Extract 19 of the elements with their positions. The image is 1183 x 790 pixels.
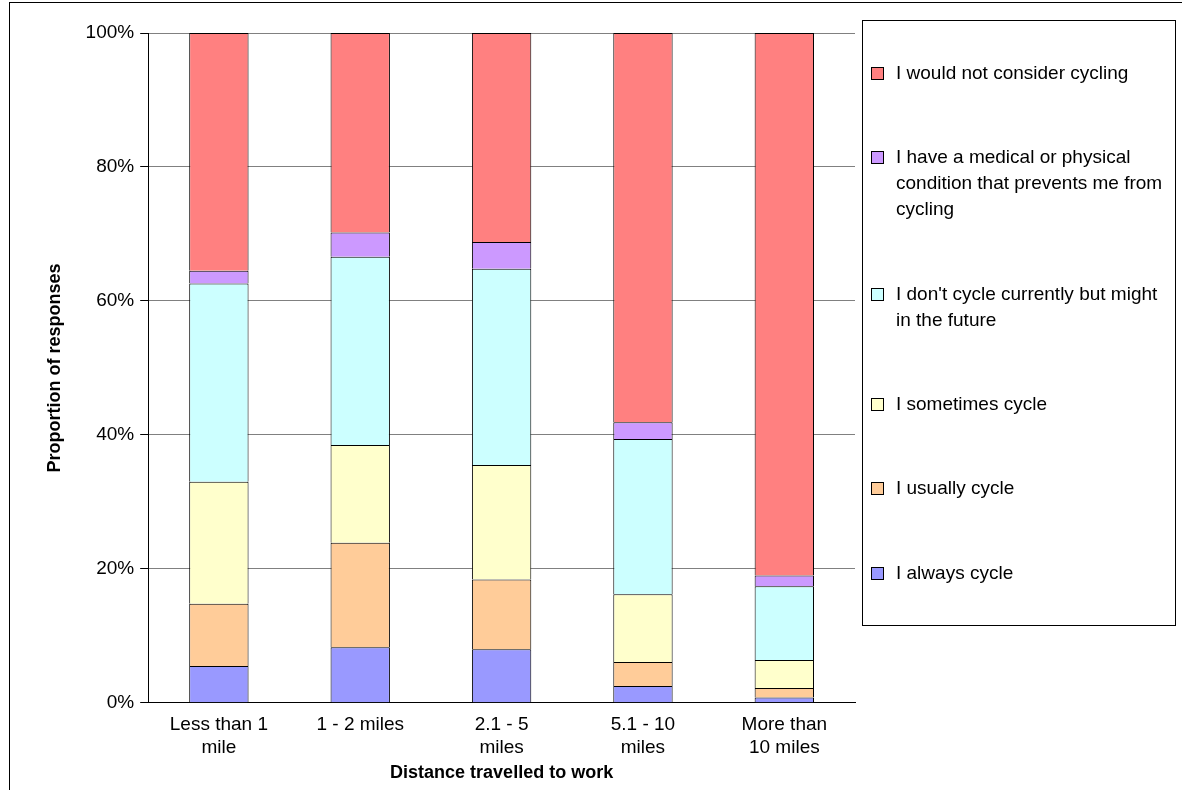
y-tick-label: 80% [96,155,135,177]
y-tick-label: 100% [85,21,135,43]
y-tick-label: 40% [96,423,135,445]
x-tick-label: 5.1 - 10 miles [610,713,676,758]
y-tick-label: 20% [96,557,135,579]
x-tick-label: Less than 1 mile [169,713,268,758]
x-tick-label: More than 10 miles [741,713,828,758]
legend-label: I usually cycle [896,476,1015,501]
x-axis-title: Distance travelled to work [390,762,615,783]
legend-label: I don't cycle currently but might in the future [896,281,1159,332]
y-tick-label: 0% [106,691,135,713]
legend-label: I would not consider cycling [896,61,1129,86]
x-tick-label: 1 - 2 miles [316,713,405,735]
y-axis-title: Proportion of responses [43,263,64,473]
y-tick-label: 60% [96,289,135,311]
x-tick-label: 2.1 - 5 miles [474,713,529,758]
legend-label: I have a medical or physical condition that prevents me from cycling [896,145,1164,222]
legend-label: I always cycle [896,560,1014,585]
legend-label: I sometimes cycle [896,392,1047,417]
